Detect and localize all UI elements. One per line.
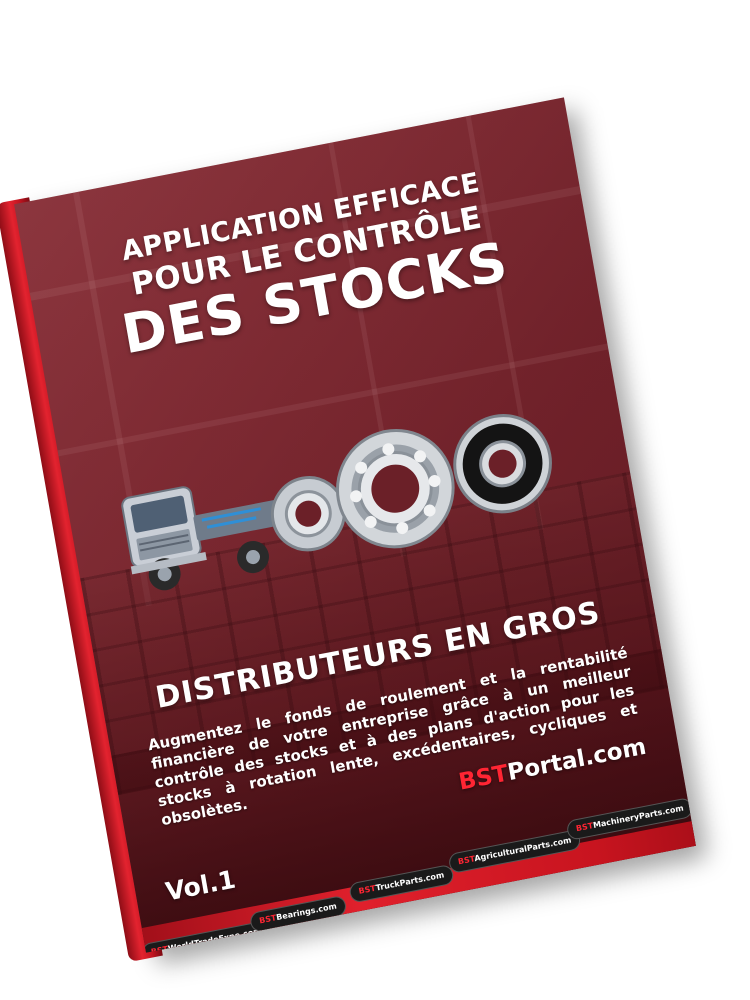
bearings-illustration: [270, 414, 552, 552]
site-pill: BSTAgriculturalParts.com: [447, 828, 582, 875]
site-prefix: BST: [258, 913, 278, 926]
bearing-sealed: [453, 414, 552, 514]
bearing-small: [270, 476, 346, 552]
site-prefix: BST: [575, 821, 594, 834]
cover-panel: APPLICATION EFFICACE POUR LE CONTRÔLE DE…: [14, 97, 696, 953]
book-cover: APPLICATION EFFICACE POUR LE CONTRÔLE DE…: [0, 97, 709, 965]
truck-illustration: [121, 486, 281, 591]
site-prefix: BST: [357, 883, 377, 896]
site-name: MachineryParts.com: [592, 803, 685, 830]
site-name: AgriculturalParts.com: [473, 835, 573, 864]
bearing-large: [335, 428, 455, 549]
site-prefix: BST: [457, 854, 476, 867]
site-name: TruckParts.com: [375, 870, 445, 893]
